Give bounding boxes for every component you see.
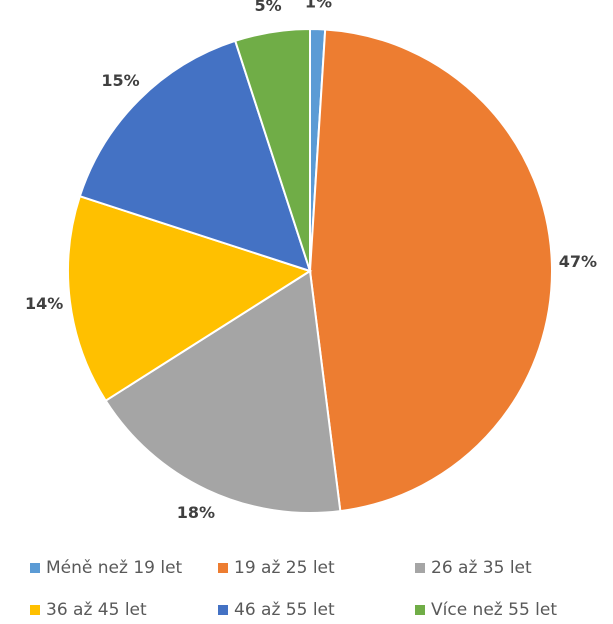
legend-label: Méně než 19 let (46, 558, 183, 578)
pie-slice (308, 28, 553, 513)
data-label: 15% (101, 71, 139, 90)
legend-swatch (30, 563, 40, 573)
legend-swatch (218, 563, 228, 573)
pie-slice (78, 39, 312, 273)
pie-slice (233, 27, 311, 272)
legend-swatch (218, 605, 228, 615)
legend-swatch (415, 605, 425, 615)
data-label: 47% (559, 252, 597, 271)
legend-label: Více než 55 let (431, 600, 557, 620)
data-label: 5% (254, 0, 281, 15)
data-label: 1% (305, 0, 332, 12)
pie-slice (67, 194, 313, 403)
legend-label: 26 až 35 let (431, 558, 532, 578)
data-label: 14% (25, 294, 63, 313)
legend-label: 19 až 25 let (234, 558, 335, 578)
legend-label: 46 až 55 let (234, 600, 335, 620)
legend-swatch (30, 605, 40, 615)
data-label: 18% (177, 503, 215, 522)
legend-label: 36 až 45 let (46, 600, 147, 620)
pie-slice (104, 269, 342, 514)
legend-swatch (415, 563, 425, 573)
